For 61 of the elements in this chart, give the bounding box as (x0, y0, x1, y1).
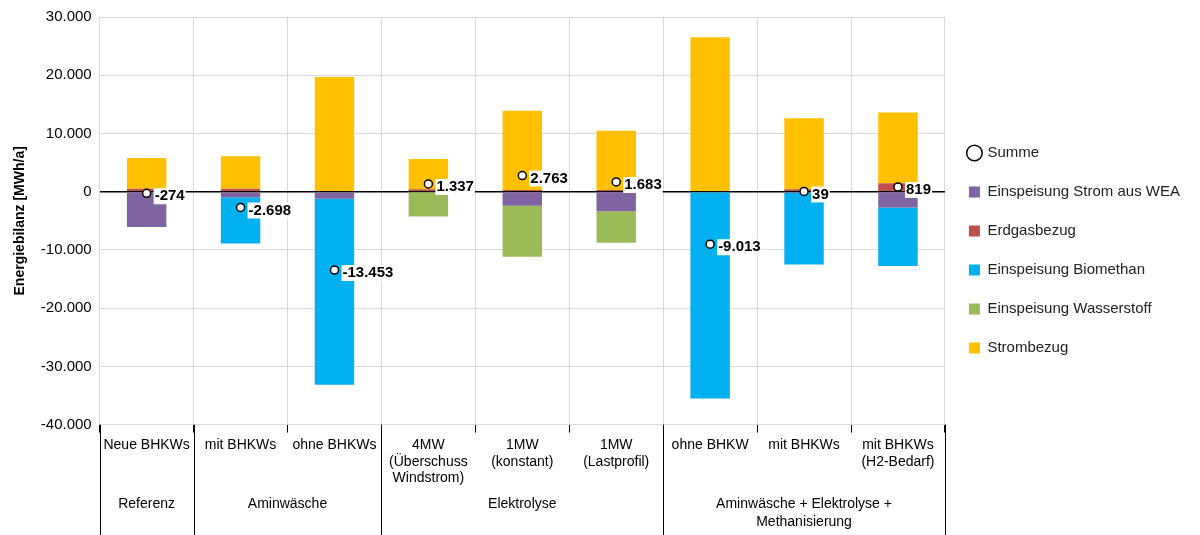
point (705, 239, 715, 249)
data-label: 39 (812, 184, 829, 202)
data-label: -274 (154, 186, 186, 204)
data-label: 2.763 (530, 168, 568, 186)
legend-label: Einspeisung Strom aus WEA (987, 182, 1181, 200)
text: Aminwäsche + Elektrolyse + Methanisierung (716, 494, 892, 529)
bar (502, 192, 543, 206)
data-label: -9.013 (718, 237, 761, 255)
text: Referenz (118, 494, 176, 511)
legend-label: Erdgasbezug (987, 221, 1076, 239)
point (423, 179, 434, 189)
data-label: -2.698 (248, 200, 292, 218)
point (235, 202, 246, 213)
bar (408, 192, 449, 217)
bar (126, 157, 167, 189)
x-tick-label: ohne BHKW (671, 435, 750, 452)
x-tick-label: Neue BHKWs (103, 435, 190, 452)
bar (314, 76, 355, 191)
data-label: 1.337 (436, 177, 474, 195)
y-tick-label: 30.000 (45, 7, 92, 25)
bar (596, 192, 636, 212)
bar (220, 156, 261, 189)
point (611, 177, 621, 187)
legend-label: Summe (987, 143, 1040, 161)
bar (690, 37, 730, 191)
x-tick-label: ohne BHKWs (292, 435, 377, 452)
data-label: 819 (905, 180, 931, 198)
y-tick-label: 10.000 (45, 123, 92, 141)
point (893, 182, 903, 192)
bar (784, 118, 824, 190)
point (141, 188, 152, 199)
data-label: 1.683 (624, 175, 662, 193)
y-tick-label: -20.000 (40, 298, 92, 316)
x-tick-label: 1MW (konstant) (491, 435, 554, 469)
x-tick-label: 4MW (Überschuss Windstrom) (389, 435, 468, 486)
y-tick-label: -40.000 (40, 414, 92, 432)
bar (502, 205, 543, 257)
y-tick-label: 20.000 (45, 65, 92, 83)
data-label: -13.453 (342, 263, 394, 281)
point (517, 170, 528, 181)
legend-label: Strombezug (987, 338, 1069, 356)
bar (878, 112, 918, 184)
legend-label: Einspeisung Biomethan (987, 260, 1146, 278)
y-tick-label: -30.000 (40, 356, 92, 374)
bar (220, 192, 261, 198)
text: Aminwäsche (247, 494, 328, 511)
x-tick-label: mit BHKWs (204, 435, 277, 452)
bar (878, 207, 918, 266)
bar (314, 192, 355, 199)
point (329, 265, 340, 275)
x-tick-label: mit BHKWs (768, 435, 840, 452)
x-tick-label: mit BHKWs (H2-Bedarf) (861, 435, 935, 469)
text: Elektrolyse (488, 494, 557, 511)
bar (220, 188, 261, 191)
y-tick-label: 0 (83, 181, 92, 199)
legend-label: Einspeisung Wasserstoff (987, 299, 1153, 317)
point (799, 186, 809, 197)
bar (596, 211, 636, 243)
y-tick-label: -10.000 (40, 240, 92, 258)
y-axis-title: Energiebilanz [MWh/a] (11, 146, 28, 296)
x-tick-label: 1MW (Lastprofil) (583, 435, 650, 469)
